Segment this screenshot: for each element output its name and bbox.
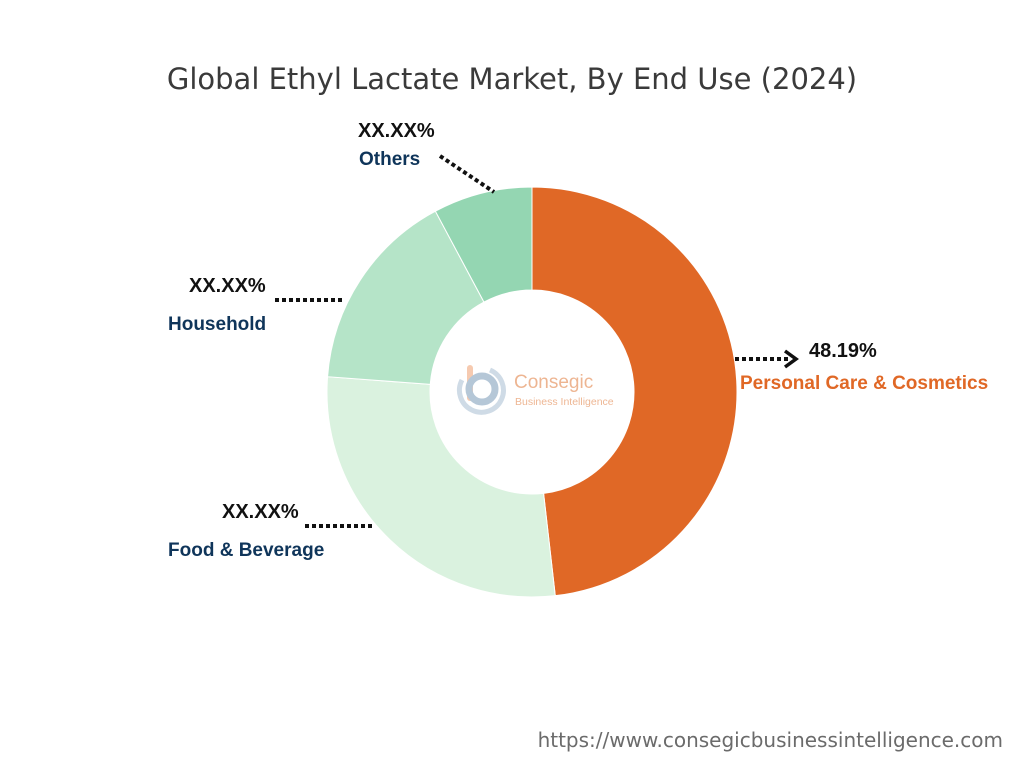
leader-line-others	[438, 154, 496, 194]
watermark-logo: Consegic Business Intelligence	[456, 365, 614, 415]
chart-title: Global Ethyl Lactate Market, By End Use …	[167, 62, 857, 96]
leader-lines	[275, 154, 799, 528]
slice-food-beverage	[326, 376, 556, 598]
slice-household	[327, 210, 485, 385]
category-label-others: Others	[359, 149, 420, 170]
leader-arrowhead	[783, 349, 799, 369]
value-label-household: XX.XX%	[189, 275, 266, 297]
source-url: https://www.consegicbusinessintelligence…	[538, 728, 1003, 752]
category-label-personal-care: Personal Care & Cosmetics	[740, 373, 988, 394]
watermark-brand: Consegic	[514, 372, 593, 393]
slice-personal-care	[531, 186, 738, 597]
value-label-personal-care: 48.19%	[809, 340, 877, 362]
value-label-food-beverage: XX.XX%	[222, 501, 299, 523]
donut-slices	[326, 186, 738, 598]
consegic-logo-icon	[456, 365, 506, 415]
watermark-tagline: Business Intelligence	[515, 396, 614, 408]
slice-others	[434, 186, 533, 303]
category-label-food-beverage: Food & Beverage	[168, 540, 324, 561]
category-label-household: Household	[168, 314, 266, 335]
value-label-others: XX.XX%	[358, 120, 435, 142]
